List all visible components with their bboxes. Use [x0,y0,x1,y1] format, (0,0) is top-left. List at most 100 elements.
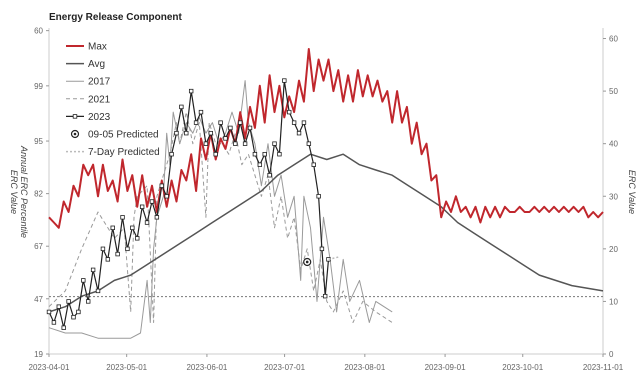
series-group [46,48,604,339]
series-point-2023 [120,215,125,220]
series-point-2023 [159,183,164,188]
series-point-2023 [218,120,223,125]
series-point-2023 [164,194,169,199]
y-axis-label-left: ERC Value [9,170,19,214]
series-point-2023 [208,130,213,136]
series-point-2023 [257,162,263,167]
x-tick-label: 2023-09-01 [425,363,466,372]
legend-marker-2023 [72,114,78,119]
series-point-2023 [110,225,115,231]
series-point-2023 [90,267,96,273]
series-point-2023 [262,151,267,157]
series-point-2023 [322,293,328,299]
series-point-2023 [56,304,62,309]
series-point-2023 [316,194,321,199]
series-point-2023 [81,278,86,283]
series-point-2023 [144,220,150,225]
series-point-2023 [95,288,101,294]
legend-label: 09-05 Predicted [88,130,159,141]
series-point-2023 [296,130,302,136]
y-tick-label-right: 20 [609,245,618,254]
series-point-2023 [135,236,140,241]
y-tick-label-right: 30 [609,192,618,201]
series-point-2023 [169,151,174,157]
y-tick-label-left: 60 [34,27,43,36]
legend-label: Avg [88,59,105,70]
series-line-2017 [48,80,393,339]
series-point-2023 [174,130,179,136]
series-point-2023 [301,120,307,125]
series-point-2023 [252,151,258,157]
series-point-2023 [149,199,155,204]
x-tick-label: 2023-06-01 [186,363,227,372]
y-tick-label-right: 10 [609,297,618,306]
axes: 2023-04-01 2023-05-01 2023-06-01 2023-07-01… [29,27,624,372]
series-point-2023 [86,299,91,304]
series-point-2023 [311,162,316,167]
y-tick-label-left: 67 [34,242,43,251]
legend-label: 2017 [88,77,111,88]
x-tick-label: 2023-10-01 [502,363,543,372]
series-point-2023 [306,141,312,146]
series-point-2023 [130,225,135,231]
series-point-2023 [115,251,120,257]
series-point-2023 [193,120,199,125]
legend-label: 2021 [88,94,111,105]
series-point-2023 [223,136,228,141]
series-point-2023 [213,151,218,157]
series-point-2023 [291,120,297,125]
y-tick-label-left: 82 [34,190,43,199]
series-point-2023 [61,325,66,330]
y-axis-label-right: ERC Value [627,170,637,214]
series-point-2023 [184,130,189,136]
series-line-7-day-predicted [328,255,341,261]
series-point-2023 [100,246,106,252]
legend-label: 7-Day Predicted [88,147,160,158]
legend-marker-predicted-core [73,132,77,136]
series-point-2023 [228,125,233,131]
series-line-max [48,48,604,229]
series-line-2021 [48,111,393,323]
legend: Max Avg 2017 2021 2023 09-05 Predicted 7-Day P… [66,42,160,158]
series-point-2023 [277,151,282,157]
series-point-2023 [319,246,325,252]
legend-label: Max [88,42,107,53]
series-point-2023 [51,320,57,325]
series-point-2023 [139,204,145,209]
axis-labels: ERC Value Annual ERC Percentile ERC Value [9,145,637,238]
y-tick-label-left: 19 [34,350,43,359]
y-axis-label-left: Annual ERC Percentile [19,145,29,238]
series-point-2023 [188,88,194,94]
y-tick-label-right: 50 [609,87,618,96]
series-point-2023 [242,141,248,146]
series-point-2023 [66,299,71,304]
chart-title: Energy Release Component [49,12,182,23]
series-point-2023 [272,141,277,146]
series-point-2023 [71,314,76,320]
series-point-2023 [203,141,209,146]
x-tick-label: 2023-07-01 [264,363,305,372]
series-point-09-05-predicted-core [305,260,309,264]
series-point-2023 [46,309,52,315]
series-point-2023 [76,309,81,315]
x-tick-label: 2023-05-01 [106,363,147,372]
series-line-avg [48,153,604,313]
y-tick-label-left: 99 [34,82,43,91]
series-point-2023 [238,120,243,125]
x-tick-label: 2023-08-01 [344,363,385,372]
grid [48,28,604,355]
y-tick-label-left: 47 [34,295,43,304]
series-point-2023 [287,109,292,115]
series-point-2023 [179,104,184,110]
series-point-2023 [125,246,130,252]
x-tick-label: 2023-11-01 [583,363,624,372]
legend-label: 2023 [88,112,111,123]
series-point-2023 [105,257,111,262]
y-tick-label-left: 95 [34,137,43,146]
series-point-2023 [247,125,253,131]
y-tick-label-right: 40 [609,140,618,149]
series-point-2023 [154,215,160,220]
x-tick-label: 2023-04-01 [29,363,70,372]
series-point-2023 [233,141,238,146]
